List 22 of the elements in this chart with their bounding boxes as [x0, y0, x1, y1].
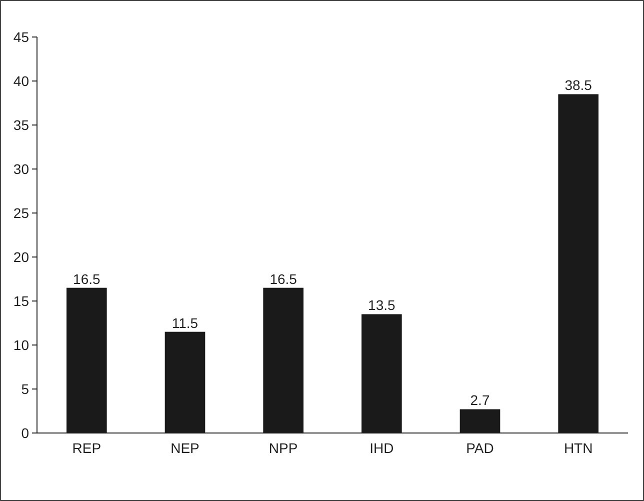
data-label: 16.5 — [270, 270, 298, 287]
data-label: 38.5 — [564, 77, 592, 94]
x-tick-label: NPP — [268, 440, 298, 456]
data-label: 13.5 — [368, 297, 396, 314]
y-tick-label: 25 — [13, 204, 30, 221]
x-tick-label: REP — [72, 440, 102, 456]
x-tick-label: HTN — [564, 440, 593, 456]
y-tick-label: 15 — [13, 292, 30, 309]
y-tick-label: 40 — [13, 72, 30, 89]
x-tick-label: PAD — [466, 440, 494, 456]
y-tick-label: 5 — [21, 380, 30, 397]
data-label: 16.5 — [73, 270, 100, 287]
x-tick-label: IHD — [370, 440, 394, 456]
x-tick-label: NEP — [170, 440, 200, 456]
data-label: 11.5 — [172, 314, 198, 331]
y-tick-label: 20 — [13, 248, 30, 265]
data-label: 2.7 — [470, 392, 490, 408]
y-tick-label: 35 — [13, 116, 30, 133]
y-tick-label: 10 — [13, 336, 30, 353]
y-tick-label: 45 — [13, 28, 30, 45]
y-tick-label: 30 — [13, 160, 30, 177]
y-tick-label: 0 — [21, 424, 30, 441]
